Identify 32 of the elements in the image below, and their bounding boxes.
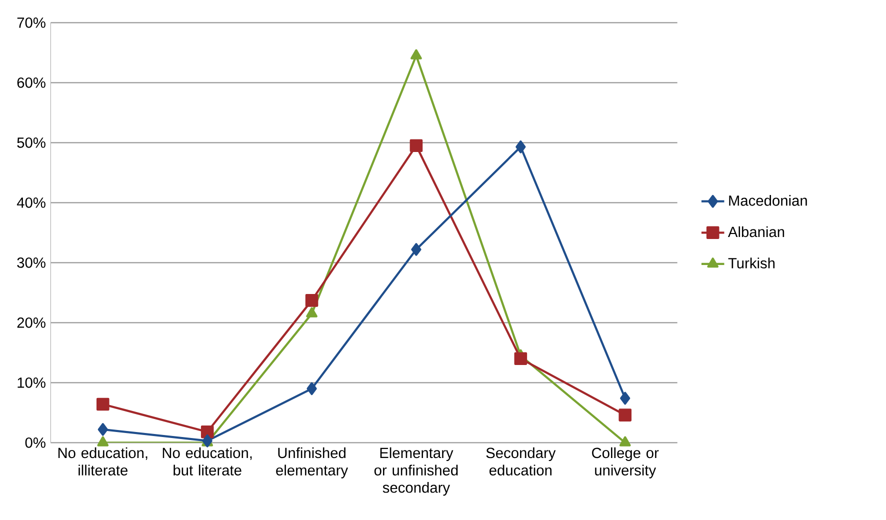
y-tick-label: 0% (25, 437, 46, 448)
legend-label: Albanian (728, 226, 784, 238)
point (306, 307, 318, 318)
y-tick-label: 50% (17, 137, 46, 148)
point (410, 139, 423, 152)
y-tick-label: 60% (17, 77, 46, 88)
x-tick-label: No education, illiterate (58, 447, 148, 476)
point (619, 436, 631, 446)
point (97, 436, 109, 446)
x-tick-label: Elementary or unfinished secondary (374, 447, 458, 496)
x-tick-label: No education, but literate (162, 447, 252, 476)
point (96, 398, 110, 411)
point (410, 49, 422, 60)
point (306, 382, 317, 396)
x-tick-label: Unfinished elementary (276, 447, 348, 478)
y-tick-label: 30% (17, 257, 46, 268)
point (200, 425, 214, 438)
point (516, 140, 526, 154)
legend-label: Turkish (728, 258, 775, 268)
y-tick-label: 20% (17, 317, 46, 328)
x-tick-label: Secondary education (486, 447, 556, 476)
x-tick-label: College or university (592, 447, 659, 478)
point (620, 392, 630, 405)
legend-label: Macedonian (729, 195, 807, 206)
y-tick-label: 10% (18, 377, 46, 388)
point (411, 243, 422, 256)
y-tick-label: 70% (17, 17, 46, 28)
point (514, 352, 528, 366)
point (618, 408, 632, 422)
y-tick-label: 40% (16, 197, 46, 208)
point (305, 294, 318, 307)
point (98, 423, 108, 436)
